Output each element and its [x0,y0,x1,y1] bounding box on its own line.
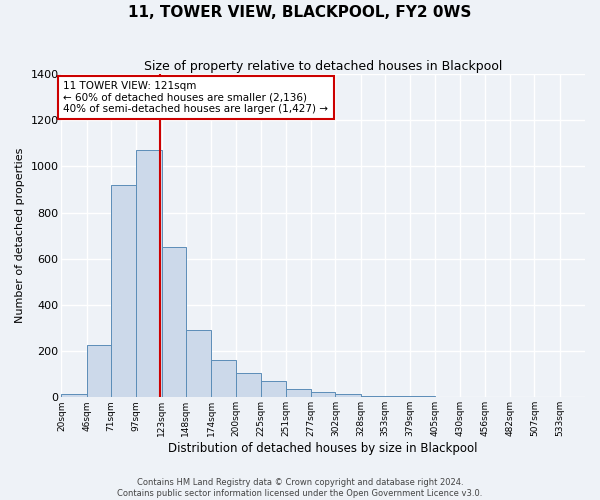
Bar [385,396,410,398]
Bar [161,248,186,398]
Y-axis label: Number of detached properties: Number of detached properties [15,148,25,324]
Bar [335,394,361,398]
X-axis label: Distribution of detached houses by size in Blackpool: Distribution of detached houses by size … [169,442,478,455]
Bar [236,373,260,398]
Bar [560,396,585,398]
Bar [436,396,460,398]
Bar [286,389,311,398]
Bar [260,381,286,398]
Bar [410,396,436,398]
Bar [186,330,211,398]
Bar [361,396,385,398]
Bar [510,396,535,398]
Bar [211,360,236,398]
Bar [111,185,136,398]
Text: 11, TOWER VIEW, BLACKPOOL, FY2 0WS: 11, TOWER VIEW, BLACKPOOL, FY2 0WS [128,5,472,20]
Bar [61,394,87,398]
Bar [460,396,485,398]
Text: 11 TOWER VIEW: 121sqm
← 60% of detached houses are smaller (2,136)
40% of semi-d: 11 TOWER VIEW: 121sqm ← 60% of detached … [64,81,328,114]
Bar [87,346,111,398]
Title: Size of property relative to detached houses in Blackpool: Size of property relative to detached ho… [144,60,502,73]
Bar [136,150,161,398]
Text: Contains HM Land Registry data © Crown copyright and database right 2024.
Contai: Contains HM Land Registry data © Crown c… [118,478,482,498]
Bar [535,396,560,398]
Bar [485,396,510,398]
Bar [311,392,335,398]
